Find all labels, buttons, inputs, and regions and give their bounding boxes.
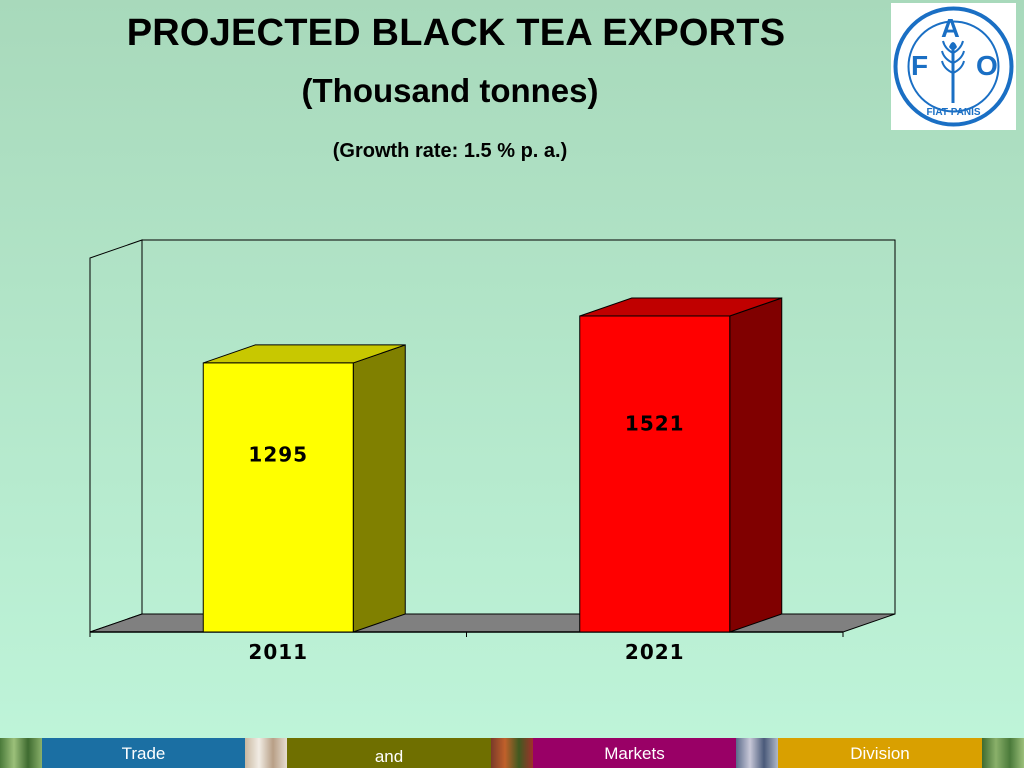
footer-label-division: Division — [850, 744, 910, 763]
bar-side-2011 — [352, 344, 406, 633]
footer-label-trade: Trade — [121, 744, 166, 763]
logo-letter-a: A — [941, 13, 960, 43]
chart-bars — [202, 297, 783, 633]
footer-photo-4 — [736, 738, 778, 768]
footer-segment-division: Division — [778, 738, 982, 768]
side-wall — [89, 239, 143, 633]
chart-labels: 1295 2011 1521 2021 — [248, 411, 685, 664]
x-tick-label-2021: 2021 — [625, 640, 685, 664]
x-tick-label-2011: 2011 — [248, 640, 308, 664]
footer-segment-and: and — [287, 738, 491, 768]
bar-side-2021 — [729, 297, 783, 633]
bar-2021 — [579, 315, 731, 633]
data-label-2021: 1521 — [625, 411, 685, 435]
chart-title: PROJECTED BLACK TEA EXPORTS — [126, 12, 786, 54]
fao-emblem-icon: F A O FIAT PANIS — [893, 6, 1014, 127]
logo-motto: FIAT PANIS — [926, 107, 980, 118]
footer-label-markets: Markets — [604, 744, 665, 763]
footer-photo-2 — [245, 738, 287, 768]
footer-label-and: and — [374, 747, 404, 766]
footer-photo-3 — [491, 738, 533, 768]
chart-subtitle: (Thousand tonnes) — [301, 72, 599, 109]
logo-letter-o: O — [976, 50, 998, 81]
footer-photo-1 — [0, 738, 42, 768]
footer-bar: Trade and Markets Division — [0, 738, 1024, 768]
footer-segment-trade: Trade — [42, 738, 245, 768]
growth-rate-note: (Growth rate: 1.5 % p. a.) — [332, 140, 568, 162]
bar-chart: 1295 2011 1521 2021 — [89, 239, 896, 664]
logo-letter-f: F — [911, 50, 928, 81]
bar-2011 — [202, 362, 354, 633]
footer-photo-5 — [982, 738, 1024, 768]
footer-segment-markets: Markets — [533, 738, 736, 768]
fao-logo: F A O FIAT PANIS — [891, 3, 1016, 130]
data-label-2011: 1295 — [248, 443, 308, 467]
